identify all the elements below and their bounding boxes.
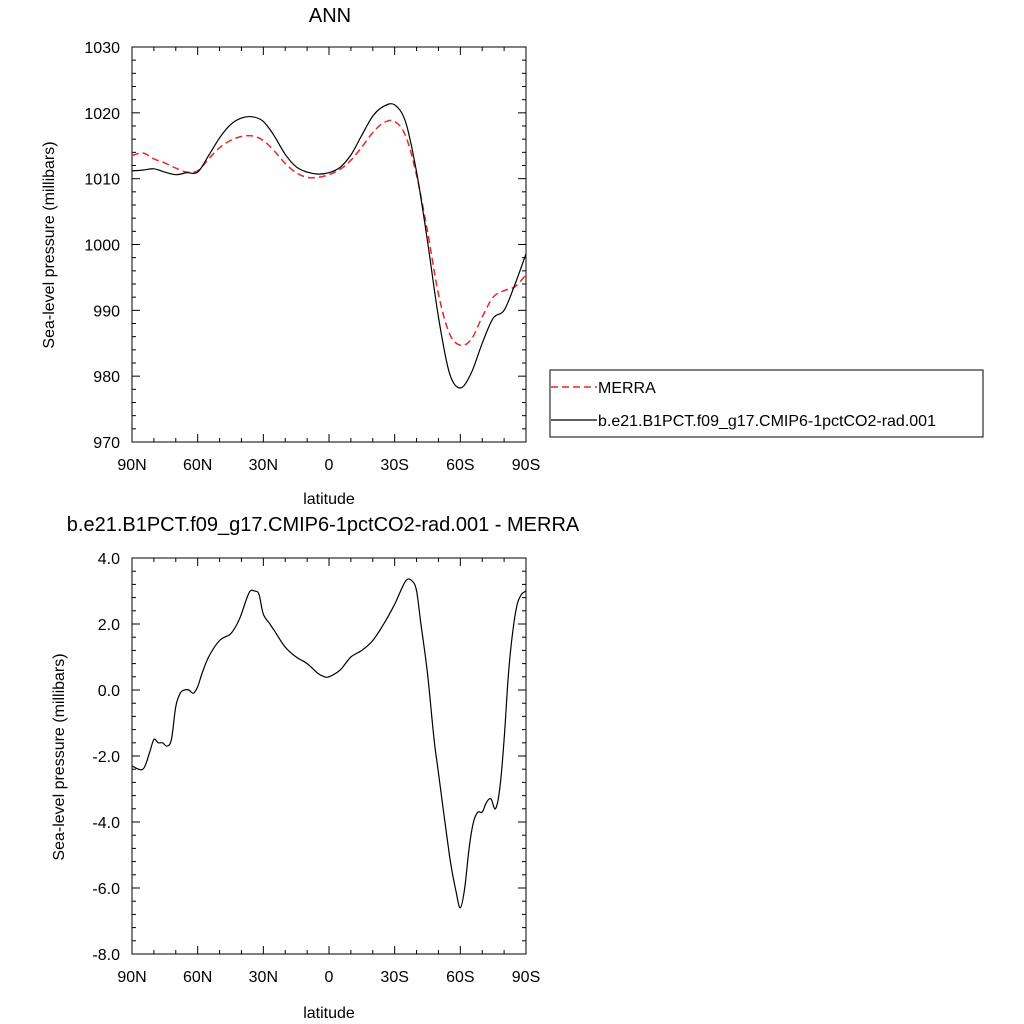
top-chart-frame	[131, 46, 527, 443]
x-tick-label: 0	[325, 457, 334, 474]
series-line-0-0	[131, 119, 527, 347]
top-chart-tick-labels: 90N 60N 30N 0 30S 60S 90S 970 980 990 1000 1010 1020…	[84, 40, 540, 474]
y-tick-label: 980	[93, 369, 120, 386]
y-tick-label: 970	[93, 435, 120, 452]
y-tick-label: -4.0	[92, 815, 120, 832]
top-chart-x-axis-title: latitude	[303, 491, 355, 508]
top-chart-title: ANN	[309, 5, 351, 27]
x-tick-label: 90N	[117, 457, 146, 474]
top-chart: ANN 90N 60N 30N 0 30S 60S 90S 970 980 990 1000 1010…	[41, 5, 540, 508]
legend-label-merra: MERRA	[598, 380, 656, 397]
y-tick-label: 2.0	[98, 617, 120, 634]
y-tick-label: 1010	[84, 172, 120, 189]
bottom-chart-series	[131, 578, 527, 909]
y-tick-label: 1000	[84, 238, 120, 255]
y-tick-label: -6.0	[92, 881, 120, 898]
x-tick-label: 30N	[249, 969, 278, 986]
y-tick-label: 1020	[84, 106, 120, 123]
bottom-chart-x-axis-title: latitude	[303, 1005, 355, 1022]
x-tick-label: 90S	[512, 969, 540, 986]
x-tick-label: 60S	[446, 457, 474, 474]
bottom-chart-title: b.e21.B1PCT.f09_g17.CMIP6-1pctCO2-rad.00…	[67, 514, 580, 536]
series-line-0-1	[131, 103, 527, 389]
bottom-chart-ticks	[131, 557, 527, 955]
legend: MERRA b.e21.B1PCT.f09_g17.CMIP6-1pctCO2-…	[549, 369, 984, 438]
top-chart-series	[131, 103, 527, 389]
series-line-1-0	[131, 578, 527, 909]
y-tick-label: 0.0	[98, 683, 120, 700]
x-tick-label: 60S	[446, 969, 474, 986]
legend-label-model: b.e21.B1PCT.f09_g17.CMIP6-1pctCO2-rad.00…	[598, 413, 936, 430]
x-tick-label: 30S	[380, 457, 408, 474]
y-tick-label: -2.0	[92, 749, 120, 766]
legend-box	[549, 369, 984, 438]
y-tick-label: 990	[93, 303, 120, 320]
x-tick-label: 60N	[183, 969, 212, 986]
bottom-chart-frame	[131, 557, 527, 955]
x-tick-label: 0	[325, 969, 334, 986]
bottom-chart: b.e21.B1PCT.f09_g17.CMIP6-1pctCO2-rad.00…	[51, 514, 580, 1022]
y-tick-label: 4.0	[98, 551, 120, 568]
x-tick-label: 60N	[183, 457, 212, 474]
y-tick-label: -8.0	[92, 947, 120, 964]
x-tick-label: 90S	[512, 457, 540, 474]
x-tick-label: 90N	[117, 969, 146, 986]
bottom-chart-tick-labels: 90N 60N 30N 0 30S 60S 90S -8.0 -6.0 -4.0 -2.0 0.0 2.…	[92, 551, 540, 986]
x-tick-label: 30N	[249, 457, 278, 474]
bottom-chart-y-axis-title: Sea-level pressure (millibars)	[51, 653, 68, 860]
x-tick-label: 30S	[380, 969, 408, 986]
top-chart-ticks	[131, 46, 527, 443]
top-chart-y-axis-title: Sea-level pressure (millibars)	[41, 141, 58, 348]
y-tick-label: 1030	[84, 40, 120, 57]
